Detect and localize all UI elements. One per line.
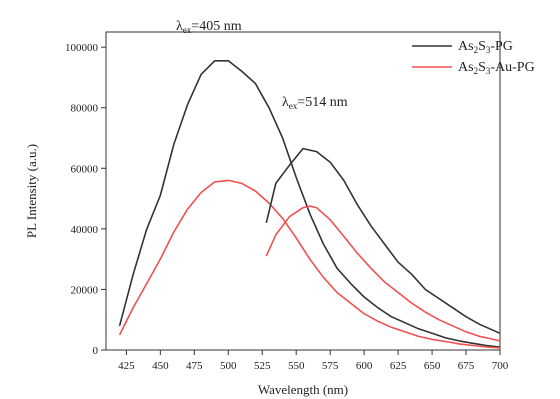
x-tick-label: 550: [288, 360, 305, 372]
legend-label-au-pg: As2S3-Au-PG: [458, 60, 535, 76]
x-tick-label: 425: [118, 360, 135, 372]
x-tick-label: 600: [356, 360, 373, 372]
y-tick-label: 20000: [71, 284, 99, 296]
plot-frame: [105, 31, 501, 351]
x-tick-label: 575: [322, 360, 339, 372]
x-tick-label: 650: [424, 360, 441, 372]
x-tick-label: 525: [254, 360, 271, 372]
series-layer: [118, 59, 501, 349]
x-tick-label: 625: [390, 360, 407, 372]
annotation-514-sub: ex: [289, 101, 298, 111]
annotation-514-symbol: λ: [282, 95, 289, 110]
axis-ticks: 425 450 475 500 525 550 575 600 625 650 675 700 0 200…: [65, 42, 509, 372]
x-tick-label: 450: [152, 360, 169, 372]
x-tick-label: 500: [220, 360, 237, 372]
legend: As2S3-PG As2S3-Au-PG: [412, 39, 535, 76]
series-line-2: [265, 147, 501, 335]
x-tick-label: 700: [492, 360, 509, 372]
y-tick-label: 40000: [71, 224, 99, 236]
annotation-514-value: =514 nm: [297, 95, 347, 110]
y-tick-label: 80000: [71, 103, 99, 115]
series-line-0: [118, 59, 501, 348]
y-tick-label: 100000: [65, 42, 99, 54]
annotation-514: λex=514 nm: [282, 95, 348, 111]
annotation-405-value: =405 nm: [191, 19, 241, 34]
y-axis-title: PL Intensity (a.u.): [24, 144, 39, 238]
x-tick-label: 475: [186, 360, 203, 372]
x-axis-title: Wavelength (nm): [258, 382, 348, 397]
series-line-3: [265, 205, 501, 342]
annotation-405-symbol: λ: [176, 19, 183, 34]
y-tick-label: 0: [93, 345, 99, 357]
x-tick-label: 675: [458, 360, 475, 372]
legend-label-pg: As2S3-PG: [458, 39, 513, 55]
annotation-405-sub: ex: [183, 25, 192, 35]
y-tick-label: 60000: [71, 163, 99, 175]
annotation-405: λex=405 nm: [176, 19, 242, 35]
series-line-1: [118, 179, 501, 349]
